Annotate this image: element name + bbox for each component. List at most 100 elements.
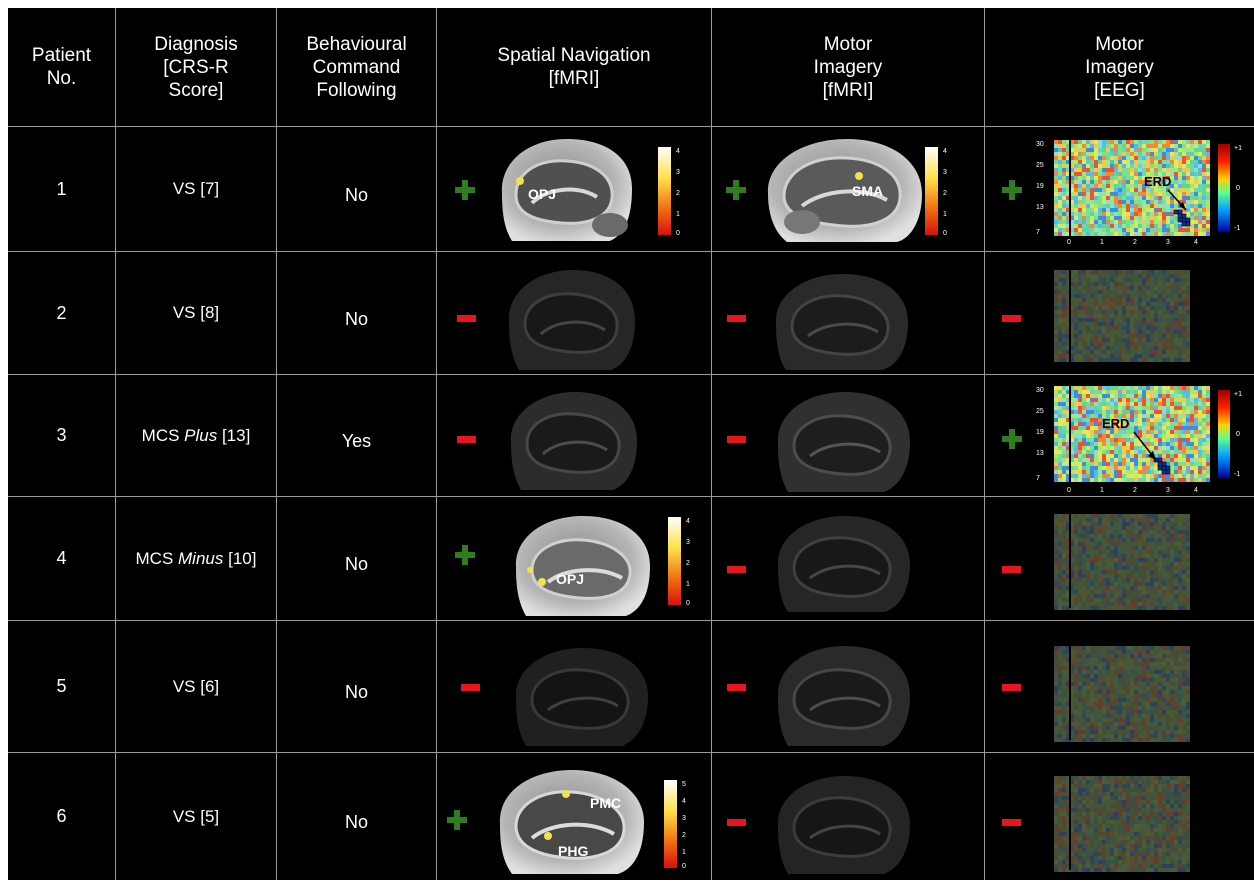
negative-result-minus-icon: [1002, 684, 1021, 691]
brain-mri-image: [768, 268, 913, 372]
eeg-x-tick: 3: [1166, 239, 1170, 246]
eeg-time-frequency-map: [1054, 642, 1194, 744]
positive-result-plus-icon: [726, 180, 746, 200]
positive-result-plus-icon: [455, 545, 475, 565]
erd-label: ERD: [1102, 416, 1129, 431]
diagnosis-score: [13]: [217, 426, 250, 446]
diagnosis-cell: VS [6]: [116, 621, 276, 752]
negative-result-minus-icon: [1002, 819, 1021, 826]
fmri-colorbar: 4 3 2 1 0: [925, 145, 957, 237]
eeg-time-frequency-map: 30 25 19 13 7 0 1 2 3 4 ERD +1 0 -1: [1034, 138, 1248, 246]
eeg-time-frequency-map: [1054, 772, 1194, 874]
brain-mri-image: SMA: [762, 134, 927, 244]
patient-number: 4: [8, 497, 115, 620]
positive-result-plus-icon: [1002, 429, 1022, 449]
colorbar-tick: 5: [682, 781, 686, 788]
brain-mri-image: [501, 264, 641, 372]
colorbar-tick: 0: [676, 230, 680, 237]
behavioural-cell: No: [277, 627, 436, 758]
fmri-colorbar: 5 4 3 2 1 0: [664, 778, 696, 870]
behavioural-cell: Yes: [277, 381, 436, 502]
eeg-y-tick: 7: [1036, 229, 1040, 236]
erd-label: ERD: [1144, 174, 1171, 189]
colorbar-tick: 0: [682, 863, 686, 870]
positive-result-plus-icon: [455, 180, 475, 200]
negative-result-minus-icon: [727, 819, 746, 826]
colorbar-tick: 2: [682, 832, 686, 839]
eeg-colorbar-tick: +1: [1234, 145, 1242, 152]
negative-result-minus-icon: [1002, 566, 1021, 573]
results-table: Patient No. Diagnosis [CRS-R Score] Beha…: [8, 8, 1254, 880]
column-divider: [436, 8, 437, 880]
colorbar-tick: 1: [686, 581, 690, 588]
diagnosis-text: VS [5]: [173, 807, 219, 827]
eeg-y-tick: 13: [1036, 204, 1044, 211]
column-divider: [711, 8, 712, 880]
fmri-colorbar: 4 3 2 1 0: [658, 145, 690, 237]
colorbar-tick: 3: [676, 169, 680, 176]
negative-result-minus-icon: [1002, 315, 1021, 322]
column-divider: [984, 8, 985, 880]
header-motor-imagery-fmri: Motor Imagery [fMRI]: [712, 8, 984, 126]
region-label: SMA: [852, 183, 883, 199]
brain-mri-image: [503, 386, 643, 492]
diagnosis-text: MCS: [142, 426, 185, 446]
colorbar-tick: 3: [686, 539, 690, 546]
behavioural-cell: No: [277, 258, 436, 380]
diagnosis-text: VS [7]: [173, 179, 219, 199]
colorbar-tick: 2: [943, 190, 947, 197]
eeg-y-tick: 13: [1036, 450, 1044, 457]
brain-mri-image: PMC PHG: [492, 764, 652, 876]
negative-result-minus-icon: [727, 566, 746, 573]
colorbar-tick: 1: [943, 211, 947, 218]
header-behavioural: Behavioural Command Following: [277, 8, 436, 126]
region-label: OPJ: [556, 571, 584, 587]
region-label: PMC: [590, 795, 621, 811]
diagnosis-cell: MCS Minus [10]: [116, 497, 276, 620]
negative-result-minus-icon: [727, 436, 746, 443]
behavioural-cell: No: [277, 759, 436, 886]
diagnosis-score: [10]: [223, 549, 256, 569]
patient-number: 3: [8, 375, 115, 496]
diagnosis-cell: VS [5]: [116, 753, 276, 880]
eeg-colorbar-tick: -1: [1234, 471, 1240, 478]
diagnosis-cell: MCS Plus [13]: [116, 375, 276, 496]
header-patient: Patient No.: [8, 8, 115, 126]
colorbar-tick: 4: [943, 148, 947, 155]
patient-number: 6: [8, 753, 115, 880]
eeg-time-frequency-map: [1054, 512, 1194, 612]
diagnosis-italic: Minus: [178, 549, 223, 569]
colorbar-tick: 1: [682, 849, 686, 856]
eeg-x-tick: 0: [1067, 239, 1071, 246]
eeg-x-tick: 1: [1100, 487, 1104, 494]
negative-result-minus-icon: [457, 436, 476, 443]
positive-result-plus-icon: [447, 810, 467, 830]
eeg-time-frequency-map: [1054, 266, 1194, 366]
patient-number: 5: [8, 621, 115, 752]
header-diagnosis: Diagnosis [CRS-R Score]: [116, 8, 276, 126]
brain-mri-image: [770, 510, 915, 614]
eeg-x-tick: 3: [1166, 487, 1170, 494]
brain-mri-image: OPJ: [492, 133, 642, 245]
behavioural-cell: No: [277, 503, 436, 626]
eeg-colorbar-tick: +1: [1234, 391, 1242, 398]
colorbar-tick: 2: [686, 560, 690, 567]
diagnosis-cell: VS [7]: [116, 127, 276, 251]
diagnosis-text: VS [6]: [173, 677, 219, 697]
brain-mri-image: OPJ: [508, 510, 658, 618]
eeg-y-tick: 19: [1036, 183, 1044, 190]
diagnosis-text: MCS: [136, 549, 179, 569]
negative-result-minus-icon: [461, 684, 480, 691]
diagnosis-italic: Plus: [184, 426, 217, 446]
negative-result-minus-icon: [727, 684, 746, 691]
colorbar-tick: 1: [676, 211, 680, 218]
brain-mri-image: [508, 642, 653, 748]
patient-number: 2: [8, 252, 115, 374]
brain-mri-image: [770, 386, 915, 494]
colorbar-tick: 3: [943, 169, 947, 176]
eeg-colorbar-tick: 0: [1236, 431, 1240, 438]
negative-result-minus-icon: [727, 315, 746, 322]
diagnosis-cell: VS [8]: [116, 252, 276, 374]
header-spatial-navigation: Spatial Navigation [fMRI]: [437, 8, 711, 126]
eeg-colorbar-tick: -1: [1234, 225, 1240, 232]
